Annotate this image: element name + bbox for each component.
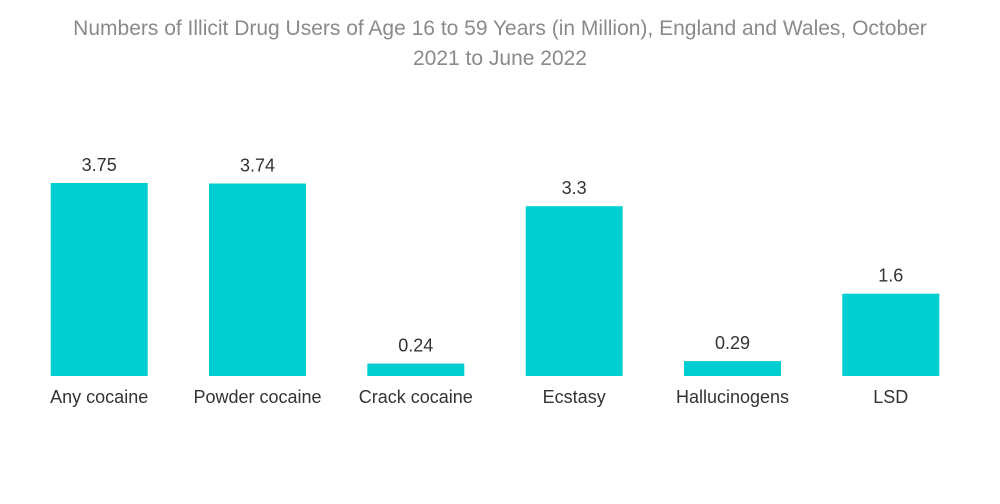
value-labels-group: 3.75 3.74 0.24 3.3 0.29 1.6 — [82, 155, 904, 356]
bar-hallucinogens — [684, 361, 781, 376]
chart-title-line-2: 2021 to June 2022 — [413, 47, 587, 70]
value-label-powder-cocaine: 3.74 — [240, 156, 275, 176]
x-tick-labels-group: Any cocaine Powder cocaine Crack cocaine Ec… — [50, 387, 908, 407]
bar-lsd — [842, 293, 940, 376]
bars-group — [50, 183, 940, 376]
x-tick-label-hallucinogens: Hallucinogens — [676, 387, 789, 407]
bar-powder-cocaine — [209, 183, 306, 376]
chart-title-line-1: Numbers of Illicit Drug Users of Age 16 … — [73, 17, 927, 40]
x-tick-label-ecstasy: Ecstasy — [543, 387, 606, 407]
bar-ecstasy — [525, 206, 623, 376]
value-label-hallucinogens: 0.29 — [715, 333, 750, 353]
chart-title: Numbers of Illicit Drug Users of Age 16 … — [0, 14, 1000, 74]
bar-any-cocaine — [50, 183, 148, 376]
x-tick-label-any-cocaine: Any cocaine — [50, 387, 148, 407]
bar-crack-cocaine — [367, 363, 465, 376]
value-label-crack-cocaine: 0.24 — [398, 336, 433, 356]
x-tick-label-lsd: LSD — [873, 387, 908, 407]
x-tick-label-crack-cocaine: Crack cocaine — [359, 387, 473, 407]
value-label-ecstasy: 3.3 — [562, 178, 587, 198]
value-label-lsd: 1.6 — [878, 266, 903, 286]
x-tick-label-powder-cocaine: Powder cocaine — [193, 387, 321, 407]
value-label-any-cocaine: 3.75 — [82, 155, 117, 175]
